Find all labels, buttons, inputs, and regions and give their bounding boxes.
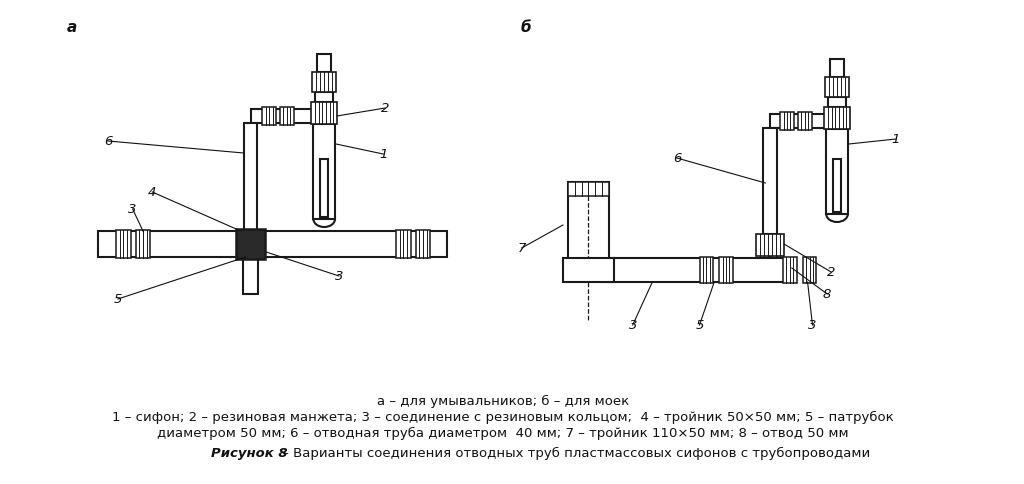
Bar [563,258,614,283]
Text: 6: 6 [673,152,681,165]
Text: 3: 3 [128,203,137,216]
Bar [116,230,131,258]
Text: 5: 5 [695,319,703,332]
Text: 7: 7 [517,242,526,255]
Bar [830,60,844,78]
Text: 1: 1 [892,133,900,146]
Text: 3: 3 [629,319,637,332]
Bar [135,230,151,258]
Text: 2: 2 [381,102,389,115]
Bar [770,115,826,129]
Bar [280,108,294,126]
Bar [828,98,846,108]
Bar [824,108,850,130]
Bar [601,258,784,283]
Bar [315,93,333,103]
Bar [262,108,276,126]
Text: – Варианты соединения отводных труб пластмассовых сифонов с трубопроводами: – Варианты соединения отводных труб плас… [279,446,870,459]
Bar [780,113,794,131]
Bar [568,182,609,197]
Text: 4: 4 [148,186,157,199]
Bar [312,73,336,93]
Bar [783,257,797,284]
Bar [251,110,313,124]
Bar [699,257,714,284]
Bar [825,78,849,98]
Text: 3: 3 [808,319,817,332]
Bar [313,125,335,220]
Text: 3: 3 [335,270,343,283]
Bar [98,231,447,257]
Text: а – для умывальников; б – для моек: а – для умывальников; б – для моек [377,394,629,407]
Text: 1 – сифон; 2 – резиновая манжета; 3 – соединение с резиновым кольцом;  4 – тройн: 1 – сифон; 2 – резиновая манжета; 3 – со… [113,410,894,423]
Bar [317,55,331,73]
Text: б: б [520,20,531,35]
Text: 8: 8 [823,288,831,301]
Bar [416,230,430,258]
Text: 1: 1 [379,148,387,161]
Bar [763,129,777,235]
Bar [826,130,848,214]
Text: Рисунок 8: Рисунок 8 [211,446,288,459]
Bar [311,103,337,125]
Bar [798,113,811,131]
Bar [568,182,609,271]
Text: диаметром 50 мм; 6 – отводная труба диаметром  40 мм; 7 – тройник 110×50 мм; 8 –: диаметром 50 мм; 6 – отводная труба диам… [158,426,849,439]
Bar [834,160,841,212]
Text: 5: 5 [114,293,122,306]
Bar [321,160,328,217]
Bar [244,124,257,244]
Text: 6: 6 [103,135,113,148]
Bar [757,235,784,257]
Bar [719,257,733,284]
Text: а: а [67,20,77,35]
Text: 2: 2 [827,266,836,279]
Bar [236,229,265,259]
Bar [243,259,258,294]
Bar [803,257,816,284]
Bar [396,230,411,258]
